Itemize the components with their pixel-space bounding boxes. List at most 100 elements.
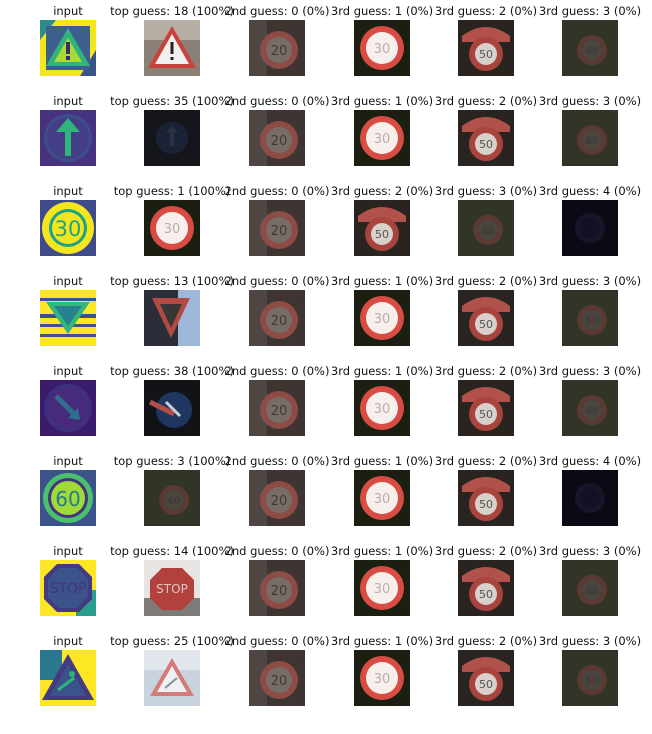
- sign-image: 50: [458, 290, 514, 346]
- guess-title: 3rd guess: 4 (0%): [538, 454, 642, 468]
- svg-text:60: 60: [586, 676, 599, 687]
- sign-image: 20: [249, 470, 305, 526]
- svg-text:STOP: STOP: [50, 581, 87, 597]
- svg-text:20: 20: [271, 674, 288, 689]
- svg-text:60: 60: [586, 406, 599, 417]
- guess-title: 2nd guess: 0 (0%): [224, 184, 330, 198]
- sign-image: STOP: [144, 560, 200, 616]
- svg-text:60: 60: [55, 487, 80, 511]
- guess-title: top guess: 35 (100%): [110, 94, 234, 108]
- sign-image: [40, 380, 96, 436]
- sign-image: [144, 290, 200, 346]
- sign-image: 60: [562, 20, 618, 76]
- svg-text:50: 50: [479, 408, 493, 421]
- svg-text:20: 20: [271, 404, 288, 419]
- svg-text:50: 50: [479, 678, 493, 691]
- guess-title: 2nd guess: 0 (0%): [224, 454, 330, 468]
- input-title: input: [53, 4, 83, 18]
- guess-title: 3rd guess: 2 (0%): [434, 544, 538, 558]
- guess-title: 3rd guess: 2 (0%): [434, 364, 538, 378]
- sign-image: [562, 200, 618, 256]
- svg-text:60: 60: [586, 316, 599, 327]
- svg-text:30: 30: [164, 222, 181, 237]
- input-title: input: [53, 364, 83, 378]
- input-title: input: [53, 94, 83, 108]
- sign-image: 60: [562, 380, 618, 436]
- guess-title: 3rd guess: 2 (0%): [434, 4, 538, 18]
- svg-text:50: 50: [375, 228, 389, 241]
- guess-title: 3rd guess: 1 (0%): [330, 634, 434, 648]
- sign-image: 30: [354, 560, 410, 616]
- sign-image: 60: [562, 650, 618, 706]
- input-title: input: [53, 184, 83, 198]
- svg-text:20: 20: [271, 314, 288, 329]
- guess-title: 3rd guess: 2 (0%): [330, 184, 434, 198]
- sign-image: [144, 20, 200, 76]
- sign-image: 60: [458, 200, 514, 256]
- guess-title: 2nd guess: 0 (0%): [224, 274, 330, 288]
- guess-title: top guess: 3 (100%): [113, 454, 231, 468]
- guess-title: 3rd guess: 1 (0%): [330, 4, 434, 18]
- sign-image: 30: [354, 470, 410, 526]
- svg-text:50: 50: [479, 498, 493, 511]
- sign-image: [40, 650, 96, 706]
- svg-text:30: 30: [374, 42, 391, 57]
- svg-text:30: 30: [55, 217, 82, 241]
- guess-title: top guess: 1 (100%): [113, 184, 231, 198]
- svg-text:30: 30: [374, 672, 391, 687]
- sign-image: 30: [354, 650, 410, 706]
- sign-image: [144, 110, 200, 166]
- sign-image: 30: [354, 110, 410, 166]
- sign-image: [562, 470, 618, 526]
- svg-text:60: 60: [482, 226, 495, 237]
- sign-image: 60: [40, 470, 96, 526]
- sign-image: 20: [249, 650, 305, 706]
- svg-text:30: 30: [374, 132, 391, 147]
- svg-text:20: 20: [271, 224, 288, 239]
- sign-image: 20: [249, 200, 305, 256]
- guess-title: 3rd guess: 1 (0%): [330, 274, 434, 288]
- svg-text:20: 20: [271, 134, 288, 149]
- guess-title: 2nd guess: 0 (0%): [224, 364, 330, 378]
- guess-title: 3rd guess: 2 (0%): [434, 454, 538, 468]
- input-title: input: [53, 454, 83, 468]
- guess-title: 3rd guess: 1 (0%): [330, 454, 434, 468]
- guess-title: top guess: 14 (100%): [110, 544, 234, 558]
- sign-image: 50: [458, 380, 514, 436]
- svg-text:30: 30: [374, 492, 391, 507]
- guess-title: 3rd guess: 1 (0%): [330, 94, 434, 108]
- sign-image: 30: [40, 200, 96, 256]
- svg-text:STOP: STOP: [156, 582, 188, 596]
- svg-text:20: 20: [271, 494, 288, 509]
- sign-image: STOP: [40, 560, 96, 616]
- svg-text:30: 30: [374, 312, 391, 327]
- svg-text:50: 50: [479, 138, 493, 151]
- guess-title: 2nd guess: 0 (0%): [224, 544, 330, 558]
- sign-image: 60: [562, 560, 618, 616]
- guess-title: 3rd guess: 2 (0%): [434, 274, 538, 288]
- guess-title: top guess: 13 (100%): [110, 274, 234, 288]
- svg-text:30: 30: [374, 402, 391, 417]
- guess-title: 3rd guess: 3 (0%): [434, 184, 538, 198]
- svg-text:30: 30: [374, 582, 391, 597]
- sign-image: [40, 290, 96, 346]
- guess-title: 3rd guess: 3 (0%): [538, 4, 642, 18]
- sign-image: 50: [458, 20, 514, 76]
- sign-image: [40, 110, 96, 166]
- guess-title: 2nd guess: 0 (0%): [224, 94, 330, 108]
- svg-text:60: 60: [168, 496, 181, 507]
- sign-image: 20: [249, 20, 305, 76]
- sign-image: 30: [354, 380, 410, 436]
- sign-image: 50: [354, 200, 410, 256]
- guess-title: 3rd guess: 3 (0%): [538, 94, 642, 108]
- sign-image: 60: [144, 470, 200, 526]
- guess-title: 3rd guess: 2 (0%): [434, 94, 538, 108]
- guess-title: 3rd guess: 3 (0%): [538, 634, 642, 648]
- svg-text:50: 50: [479, 318, 493, 331]
- sign-image: 60: [562, 110, 618, 166]
- svg-text:60: 60: [586, 586, 599, 597]
- guess-title: top guess: 18 (100%): [110, 4, 234, 18]
- input-title: input: [53, 544, 83, 558]
- sign-image: 50: [458, 110, 514, 166]
